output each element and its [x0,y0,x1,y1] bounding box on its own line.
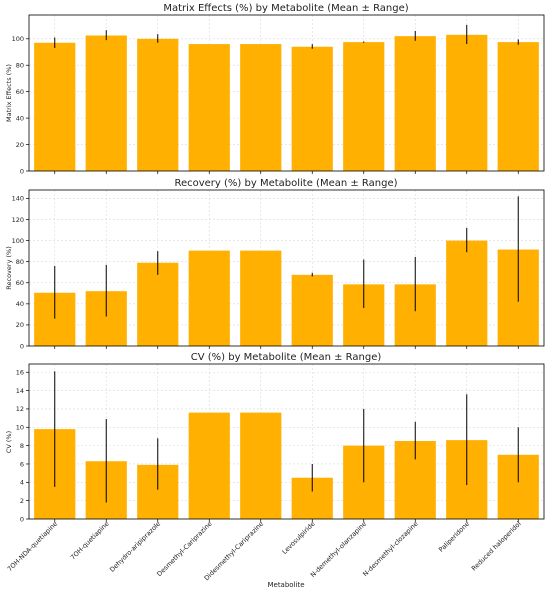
y-tick-label: 8 [20,442,24,450]
y-tick-label: 0 [20,515,24,523]
y-axis-label-matrix-effects: Matrix Effects (%) [5,64,13,122]
y-tick-label: 40 [16,114,24,122]
y-tick-label: 100 [12,237,24,245]
axes-frame [28,14,545,172]
x-tick-label: Paliperidone [437,520,471,554]
panel-cv: CV (%) by Metabolite (Mean ± Range) CV (… [5,352,545,523]
bar-matrix-effects [240,44,282,171]
x-tick-label: Didesmethyl-Cariprazine [203,520,266,583]
panel-title-cv: CV (%) by Metabolite (Mean ± Range) [191,352,382,363]
y-tick-label: 6 [20,460,24,468]
bar-matrix-effects [34,42,76,171]
panel-title-recovery: Recovery (%) by Metabolite (Mean ± Range… [174,178,397,189]
x-tick-label: 7OH-NDA-quetiapine [6,520,59,573]
y-tick-label: 80 [16,62,24,70]
x-category-labels: 7OH-NDA-quetiapine 7OH-quetiapineDehydro-… [6,520,523,583]
y-tick-label: 100 [12,35,24,43]
bar-matrix-effects [394,36,436,171]
bar-matrix-effects [497,42,539,171]
x-tick-label: Levosulpiride [280,520,316,556]
x-tick-label: N-demethyl-olanzapine [309,520,368,579]
bar-recovery [446,240,488,346]
bar-matrix-effects [85,35,127,172]
y-tick-label: 0 [20,167,24,175]
panel-matrix-effects: Matrix Effects (%) by Metabolite (Mean ±… [5,3,545,175]
bar-matrix-effects [446,34,488,172]
bar-recovery [188,250,230,346]
x-tick-label: Reduced haloperidol [470,520,523,573]
y-tick-label: 14 [16,387,24,395]
x-tick-label: Dehydro-aripiprazole [108,520,162,574]
bar-matrix-effects [343,42,385,171]
bar-matrix-effects [291,46,333,171]
y-tick-label: 80 [16,258,24,266]
bar-matrix-effects [188,44,230,171]
y-axis-label-cv: CV (%) [5,431,13,453]
x-tick-label: Desmethyl-Cariprazine [155,520,213,578]
bar-cv [188,412,230,519]
bar-recovery [240,250,282,346]
x-tick-label: 7OH-quetiapine [69,520,111,562]
x-tick-label: N-desmethyl-clozapine [361,520,419,578]
axes-frame [28,189,545,347]
y-tick-label: 60 [16,279,24,287]
y-tick-label: 2 [20,497,24,505]
y-tick-label: 60 [16,88,24,96]
y-tick-label: 16 [16,369,24,377]
y-tick-label: 140 [12,195,24,203]
y-axis-label-recovery: Recovery (%) [5,246,13,289]
y-tick-label: 10 [16,424,24,432]
bar-recovery [291,274,333,346]
y-tick-label: 0 [20,342,24,350]
y-tick-label: 12 [16,405,24,413]
axes-frame [28,363,545,520]
y-tick-label: 20 [16,321,24,329]
bar-recovery [137,262,179,346]
y-tick-label: 20 [16,141,24,149]
x-axis-label: Metabolite [267,581,304,589]
bar-cv [240,412,282,519]
y-tick-label: 4 [20,479,24,487]
y-tick-label: 120 [12,216,24,224]
panel-title-matrix-effects: Matrix Effects (%) by Metabolite (Mean ±… [163,3,408,14]
bar-matrix-effects [137,38,179,171]
panel-recovery: Recovery (%) by Metabolite (Mean ± Range… [5,178,545,350]
y-tick-label: 40 [16,300,24,308]
